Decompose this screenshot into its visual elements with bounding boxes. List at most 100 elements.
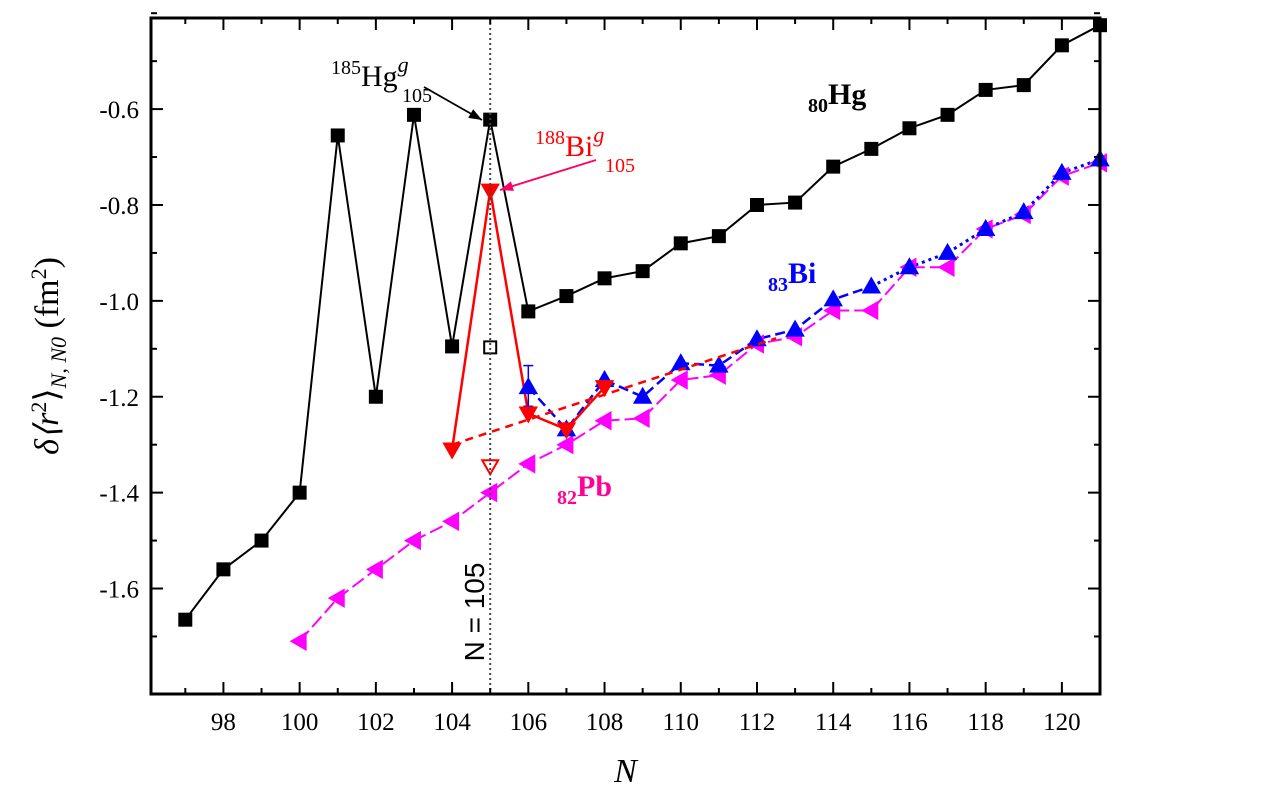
x-tick-label: 112 — [739, 709, 776, 736]
data-point-188Bi105 — [556, 422, 577, 440]
data-point-82Pb — [442, 511, 460, 532]
data-point-83Bi — [823, 289, 843, 307]
data-point-188Bi105 — [442, 442, 462, 460]
hg185-arrow-head — [468, 109, 482, 120]
data-point-82Pb — [327, 588, 345, 608]
x-tick-label: 106 — [510, 709, 548, 736]
y-tick-label: -1.6 — [99, 577, 139, 604]
data-point-80Hg — [406, 107, 421, 122]
data-point-80Hg — [254, 533, 269, 548]
data-point-80Hg — [864, 141, 879, 156]
y-axis-title-sup: 2 — [26, 402, 51, 413]
pb-series-label-element: Pb — [577, 470, 612, 503]
data-point-83Bi — [747, 329, 767, 347]
y-axis-title-unit-end: ) — [29, 257, 66, 268]
pb-series-label: 82Pb — [557, 470, 612, 509]
x-tick-label: 100 — [281, 709, 319, 736]
data-point-82Pb — [937, 257, 955, 278]
series-line-80Hg — [184, 24, 1101, 621]
y-tick-label: -1.4 — [99, 481, 139, 508]
data-point-82Pb — [823, 300, 841, 321]
data-point-83Bi — [861, 276, 882, 294]
data-point-80Hg — [788, 195, 803, 210]
data-point-83Bi — [937, 242, 958, 260]
data-point-82Pb — [556, 434, 574, 455]
bi188-label-mass: 188 — [535, 127, 565, 149]
axis-layer: 98 100 102 104 106 108 110 112 114 116 118 120 -1.6 -… — [99, 12, 1101, 736]
data-point-82Pb — [403, 530, 421, 551]
data-point-83Bi — [1052, 162, 1072, 180]
data-point-80Hg — [559, 289, 574, 304]
x-tick-label: 118 — [967, 709, 1004, 736]
data-point-80Hg — [749, 197, 764, 212]
data-point-83Bi — [671, 353, 691, 371]
data-point-80Hg — [826, 159, 841, 174]
data-point-80Hg — [330, 128, 345, 143]
y-axis-title: δ⟨r2⟩N, N0 (fm2) — [26, 257, 71, 455]
trend-line — [451, 337, 777, 446]
x-tick-label: 98 — [211, 709, 236, 736]
data-point-82Pb — [594, 411, 612, 431]
data-point-80Hg — [940, 107, 955, 122]
hg185-label-element: Hg — [361, 60, 398, 93]
data-point-80Hg — [216, 562, 231, 577]
series-layer — [178, 18, 1110, 651]
hg-series-label: 80Hg — [808, 78, 866, 117]
x-tick-label: 114 — [815, 709, 852, 736]
bi188-label-sup: g — [593, 122, 604, 147]
bi188-label-sub: 105 — [605, 155, 635, 177]
data-point-83Bi — [785, 319, 805, 337]
data-point-80Hg — [445, 339, 460, 354]
hg185-label: 185Hgg 105 — [331, 52, 432, 107]
x-tick-label: 116 — [891, 709, 928, 736]
data-point-80Hg — [178, 612, 193, 627]
vertical-line-label: N = 105 — [459, 563, 490, 662]
data-point-80Hg — [368, 389, 383, 404]
hg185-label-sub: 105 — [402, 85, 432, 107]
data-point-82Pb — [289, 631, 307, 651]
data-point-80Hg — [1054, 38, 1069, 53]
y-tick-label: -1.2 — [99, 385, 139, 412]
data-point-80Hg — [292, 485, 307, 500]
data-point-80Hg — [521, 304, 536, 319]
data-point-82Pb — [632, 408, 650, 429]
y-axis-title-mid: ⟩ — [29, 388, 66, 401]
x-tick-label: 120 — [1043, 709, 1081, 736]
plot-frame — [149, 16, 1102, 696]
data-point-80Hg — [711, 229, 726, 244]
y-axis-title-unit-sup: 2 — [26, 268, 51, 279]
y-axis-title-prefix: δ⟨r — [29, 412, 66, 455]
pb-series-label-sub: 82 — [557, 487, 577, 509]
hg-series-label-sub: 80 — [808, 95, 828, 117]
open-data-point — [480, 459, 500, 477]
hg-series-label-element: Hg — [828, 78, 866, 111]
bi188-label-element: Bi — [565, 130, 593, 163]
data-point-82Pb — [670, 370, 688, 390]
x-tick-label: 104 — [433, 709, 471, 736]
series-line-82Pb — [298, 161, 1101, 642]
x-tick-label: 108 — [586, 709, 624, 736]
data-point-82Pb — [518, 454, 536, 474]
bi188-arrow — [499, 159, 597, 191]
data-point-188Bi105 — [518, 406, 539, 424]
annotation-layer — [423, 18, 777, 694]
bi188-arrow-head — [500, 181, 514, 191]
data-point-82Pb — [365, 559, 383, 580]
bi-series-label-element: Bi — [788, 257, 816, 290]
data-point-80Hg — [635, 264, 650, 279]
hg185-label-sup: g — [398, 52, 409, 77]
data-point-80Hg — [1016, 78, 1031, 93]
data-point-82Pb — [861, 300, 879, 321]
data-point-83Bi — [632, 386, 653, 404]
data-point-83Bi — [709, 355, 729, 373]
data-point-83Bi — [899, 257, 920, 275]
y-tick-label: -0.8 — [99, 193, 139, 220]
data-point-83Bi — [975, 218, 996, 236]
data-point-80Hg — [673, 236, 688, 251]
x-tick-label: 110 — [662, 709, 699, 736]
x-axis-title: N — [613, 753, 639, 790]
bi-series-label-sub: 83 — [768, 274, 788, 296]
x-tick-label: 102 — [357, 709, 395, 736]
series-line-83Bi — [527, 285, 872, 432]
y-tick-label: -0.6 — [99, 97, 139, 124]
